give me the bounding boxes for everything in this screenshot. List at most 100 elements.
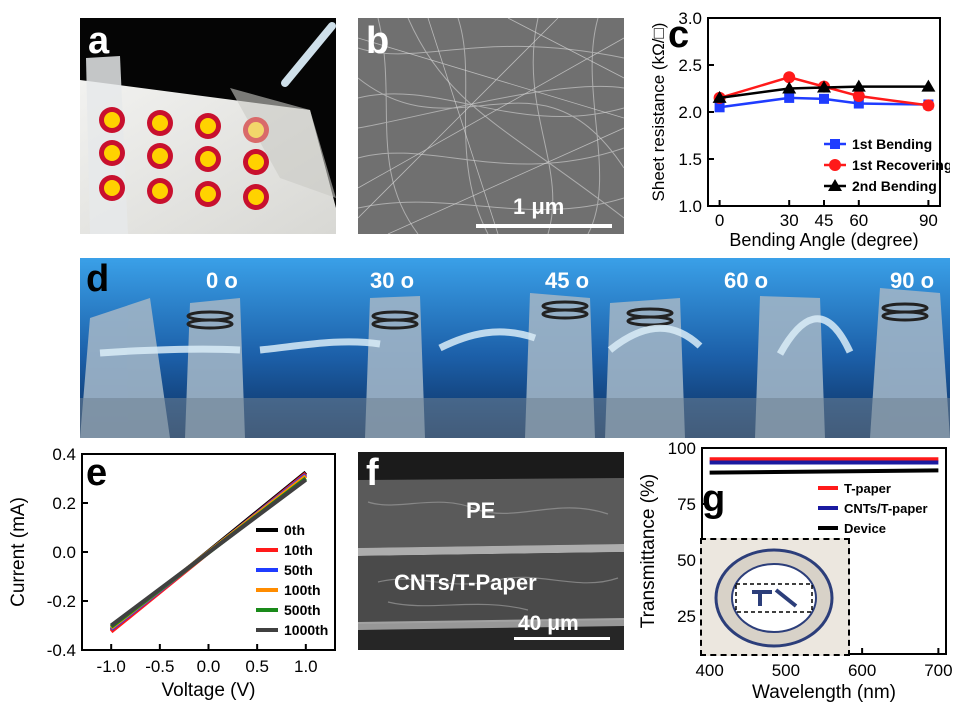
panel-letter-g: g [702,478,726,520]
x-tick-label: 90 [919,211,938,230]
data-point [922,99,935,112]
x-axis-label: Bending Angle (degree) [729,230,918,250]
y-tick-label: 1.5 [678,150,702,169]
y-tick-label: 50 [677,551,696,570]
chart-g-transmittance: 25 50 75 100 400 500 600 700 Wavelength (nm) Tran… [638,440,953,702]
legend-item: CNTs/T-paper [818,501,928,516]
university-logo [702,540,848,654]
angle-label-90: 90 o [890,268,935,293]
x-tick-label: 0 [715,211,724,230]
series-line-2 [709,468,939,475]
legend-item: Device [818,521,886,536]
y-tick-label: 0.4 [52,445,76,464]
legend-label: CNTs/T-paper [844,501,928,516]
x-tick-label: 400 [695,661,723,680]
scale-bar [476,224,612,228]
x-tick-label: 0.5 [245,657,269,676]
y-axis-label: Sheet resistance (kΩ/□) [649,23,668,202]
panel-letter-f: f [366,452,379,494]
angle-label-0: 0 o [206,268,238,293]
data-point [830,139,840,149]
x-tick-label: 500 [772,661,800,680]
x-axis-label: Voltage (V) [162,680,256,701]
panel-b-sem: b 1 μm [358,18,624,234]
legend-label: 500th [284,602,321,618]
legend-item: T-paper [818,481,891,496]
data-point [853,98,864,109]
series-line-5 [109,478,308,628]
y-axis-label: Transmittance (%) [638,474,659,629]
y-tick-label: 0.2 [52,494,76,513]
data-point [712,90,727,103]
legend-label: 2nd Bending [852,178,937,194]
y-tick-label: 75 [677,495,696,514]
panel-letter-d: d [86,258,110,300]
x-tick-label: 30 [780,211,799,230]
panel-letter-c: c [668,14,690,56]
legend-label: 10th [284,542,313,558]
panel-letter-a: a [88,20,110,62]
y-axis-label: Current (mA) [8,497,29,607]
y-tick-label: -0.2 [47,592,76,611]
legend-item: 500th [256,602,321,618]
x-tick-label: 700 [924,661,952,680]
scale-bar-label: 40 μm [518,612,579,635]
scale-bar-label: 1 μm [513,194,565,219]
legend-label: 100th [284,582,321,598]
transparent-paper-photo [80,22,336,234]
legend-label: 50th [284,562,313,578]
angle-label-30: 30 o [370,268,415,293]
legend-label: 1st Bending [852,136,932,152]
legend-item: 10th [256,542,313,558]
legend-label: 1000th [284,622,328,638]
angle-label-45: 45 o [545,268,590,293]
y-tick-label: 100 [668,440,696,458]
data-point [851,79,866,92]
y-tick-label: 0.0 [52,543,76,562]
panel-f-cross-section: f PE CNTs/T-Paper 40 μm [358,452,624,650]
x-tick-label: -1.0 [97,657,126,676]
y-tick-label: 25 [677,607,696,626]
data-point [714,102,725,113]
legend-item: 1st Recovering [824,157,950,173]
legend-item: 0th [256,522,305,538]
data-point [784,92,795,103]
legend-item: 100th [256,582,321,598]
data-point [819,93,829,104]
data-point [852,90,865,103]
y-tick-label: 1.0 [678,197,702,216]
legend-label: 0th [284,522,305,538]
bent-film-strips [99,315,854,357]
panel-d-bending-photos: d 0 o 30 o 45 o 60 o 90 o [80,258,950,438]
legend-label: T-paper [844,481,891,496]
data-point [783,71,796,84]
legend-label: Device [844,521,886,536]
chart-e-iv-curves: -0.4 -0.2 0.0 0.2 0.4 -1.0 -0.5 0.0 0.5 1.0 Voltag… [8,445,336,701]
y-tick-label: -0.4 [47,641,76,660]
cross-section-image [358,452,624,650]
x-tick-label: 1.0 [294,657,318,676]
panel-letter-b: b [366,20,390,62]
data-point [829,159,841,171]
x-tick-label: -0.5 [145,657,174,676]
legend-item: 1000th [256,622,328,638]
scale-bar [514,637,610,640]
x-tick-label: 45 [815,211,834,230]
data-point [817,80,831,93]
panel-a-photo: a [80,18,336,234]
data-point [921,79,936,92]
x-tick-label: 600 [848,661,876,680]
logo-grid [99,107,269,210]
layer-label-cnts: CNTs/T-Paper [394,570,537,595]
x-tick-label: 60 [849,211,868,230]
panel-letter-e: e [86,452,108,494]
legend-item: 2nd Bending [824,178,937,194]
bending-sequence-image [80,258,950,438]
layer-label-pe: PE [466,498,496,523]
y-tick-label: 3.0 [678,9,702,28]
x-axis-label: Wavelength (nm) [752,682,896,702]
data-point [828,179,842,191]
cnt-network-image [358,18,624,234]
angle-label-60: 60 o [724,268,769,293]
